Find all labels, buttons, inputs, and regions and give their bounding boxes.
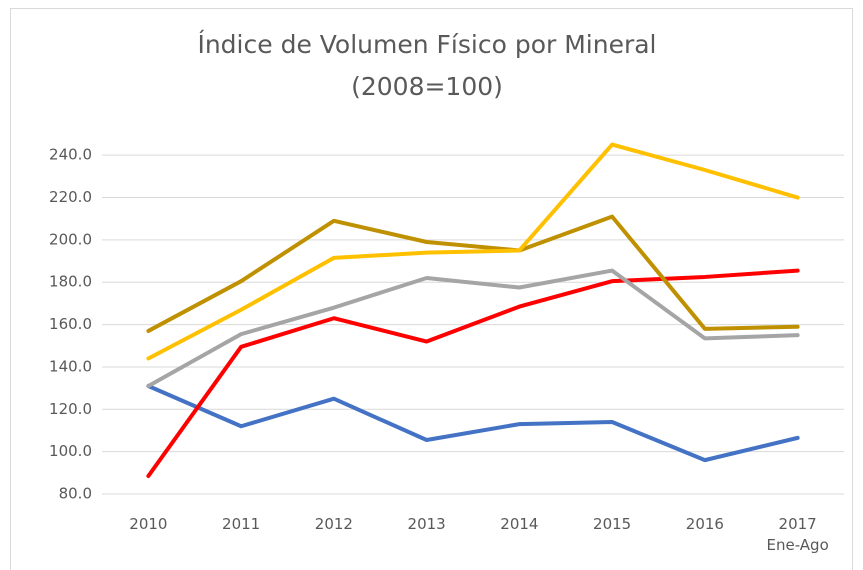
x-tick-label: 2016 — [685, 515, 724, 533]
y-tick-label: 140.0 — [49, 357, 92, 375]
x-tick-label: 2015 — [593, 515, 632, 533]
x-tick-label: 2013 — [407, 515, 446, 533]
series-line — [146, 214, 800, 333]
y-tick-label: 160.0 — [49, 315, 92, 333]
chart-subtitle: (2008=100) — [351, 72, 503, 101]
x-tick-label: 2014 — [500, 515, 539, 533]
series-line — [146, 142, 800, 361]
y-tick-label: 180.0 — [49, 273, 92, 291]
y-tick-label: 100.0 — [49, 442, 92, 460]
x-tick-label: 2010 — [129, 515, 168, 533]
y-tick-label: 200.0 — [49, 230, 92, 248]
chart-border — [10, 8, 853, 570]
y-tick-label: 240.0 — [49, 146, 92, 164]
series-line — [146, 384, 800, 463]
y-tick-label: 120.0 — [49, 400, 92, 418]
x-tick-label: 2011 — [222, 515, 261, 533]
x-tick-label: 2012 — [314, 515, 353, 533]
y-tick-label: 80.0 — [59, 485, 92, 503]
x-tick-label: 2017 Ene-Ago — [766, 515, 829, 554]
series-line — [146, 268, 800, 478]
chart-title: Índice de Volumen Físico por Mineral — [197, 30, 656, 59]
series-line — [146, 268, 800, 388]
y-tick-label: 220.0 — [49, 188, 92, 206]
